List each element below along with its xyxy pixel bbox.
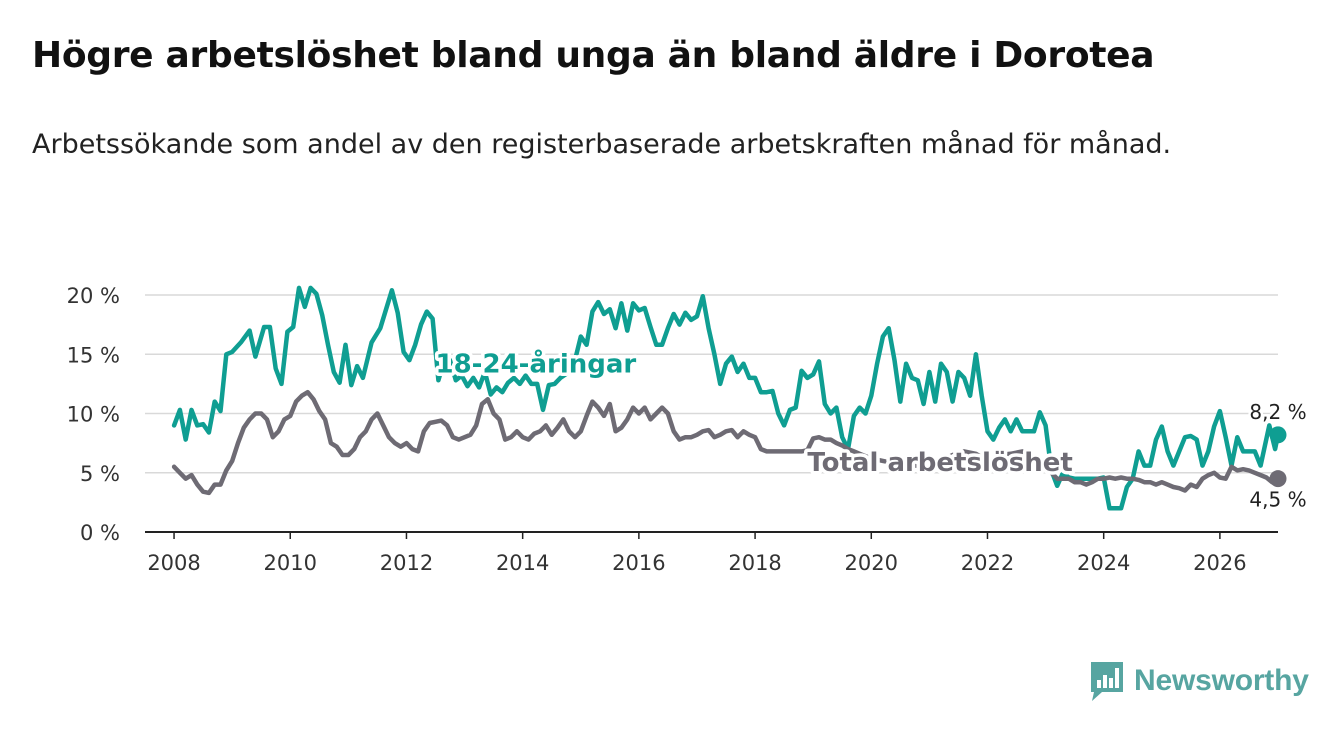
x-tick-label: 2010 xyxy=(264,551,317,575)
series-label-youth: 18-24-åringar xyxy=(436,348,637,380)
x-tick-label: 2008 xyxy=(147,551,200,575)
y-tick-label: 10 % xyxy=(67,403,120,427)
x-tick-label: 2014 xyxy=(496,551,549,575)
x-tick-label: 2026 xyxy=(1193,551,1246,575)
chart-subtitle: Arbetssökande som andel av den registerb… xyxy=(32,129,1172,160)
x-tick-label: 2018 xyxy=(728,551,781,575)
end-value-label-total: 4,5 % xyxy=(1249,488,1306,512)
newsworthy-brand: Newsworthy xyxy=(1088,660,1309,702)
newsworthy-logo-icon xyxy=(1091,662,1123,701)
y-tick-label: 15 % xyxy=(67,343,120,367)
end-value-label-youth: 8,2 % xyxy=(1249,400,1306,424)
y-tick-label: 20 % xyxy=(67,284,120,308)
chart-title: Högre arbetslöshet bland unga än bland ä… xyxy=(32,35,1155,76)
series-group-youth xyxy=(171,285,1287,511)
x-tick-label: 2022 xyxy=(961,551,1014,575)
y-tick-label: 0 % xyxy=(80,521,120,545)
x-tick-label: 2012 xyxy=(380,551,433,575)
series-group-total xyxy=(171,389,1287,496)
x-tick-label: 2024 xyxy=(1077,551,1130,575)
series-label-total: Total arbetslöshet xyxy=(807,448,1072,478)
x-tick-label: 2020 xyxy=(845,551,898,575)
series-end-marker xyxy=(1269,470,1287,488)
y-tick-label: 5 % xyxy=(80,462,120,486)
series-line xyxy=(171,285,1281,511)
x-tick-label: 2016 xyxy=(612,551,665,575)
brand-name: Newsworthy xyxy=(1134,664,1309,697)
series-end-marker xyxy=(1269,426,1287,444)
series-line xyxy=(171,389,1281,496)
